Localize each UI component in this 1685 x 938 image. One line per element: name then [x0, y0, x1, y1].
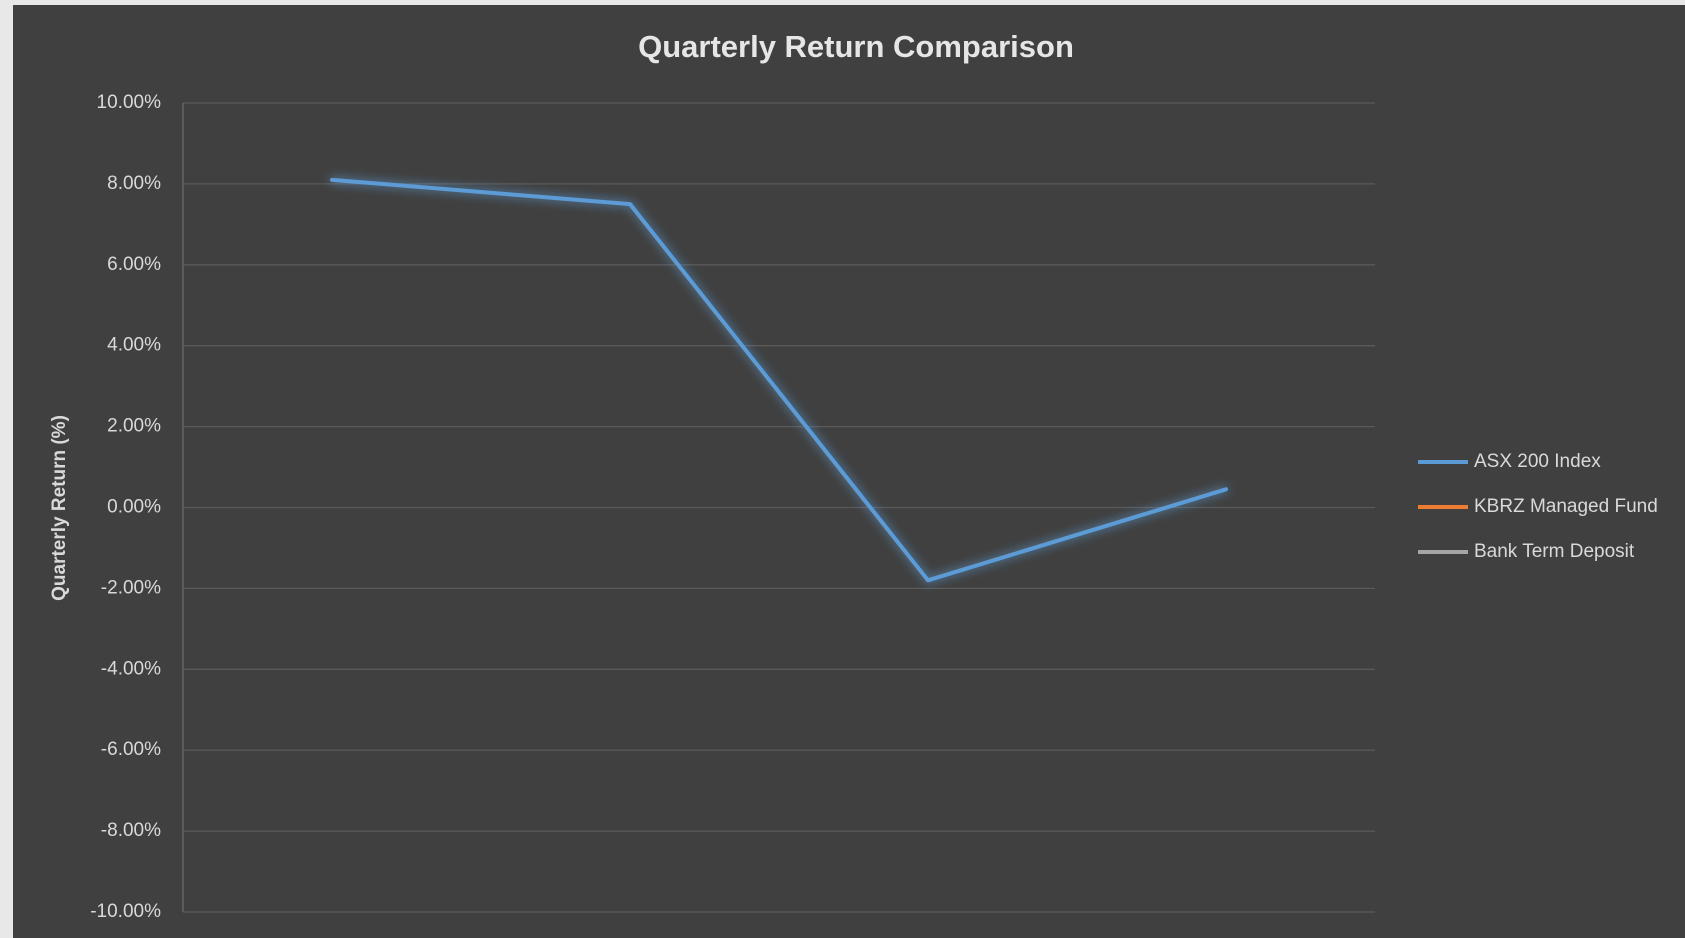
chart-background [13, 5, 1685, 938]
y-tick-label: 0.00% [107, 497, 161, 518]
legend-label: Bank Term Deposit [1474, 541, 1635, 562]
y-tick-label: 10.00% [97, 92, 162, 113]
y-tick-label: 8.00% [107, 173, 161, 194]
chart-title: Quarterly Return Comparison [638, 29, 1074, 64]
y-tick-label: -6.00% [101, 739, 161, 760]
legend-label: KBRZ Managed Fund [1474, 496, 1658, 517]
legend-label: ASX 200 Index [1474, 451, 1601, 472]
y-tick-label: 4.00% [107, 335, 161, 356]
series-line [330, 177, 1228, 583]
y-tick-label: -8.00% [101, 820, 161, 841]
y-tick-label: -2.00% [101, 577, 161, 598]
y-tick-label: 6.00% [107, 254, 161, 275]
y-tick-label: 2.00% [107, 416, 161, 437]
y-axis-title: Quarterly Return (%) [49, 415, 70, 601]
y-tick-label: -10.00% [90, 901, 161, 922]
y-tick-label: -4.00% [101, 658, 161, 679]
